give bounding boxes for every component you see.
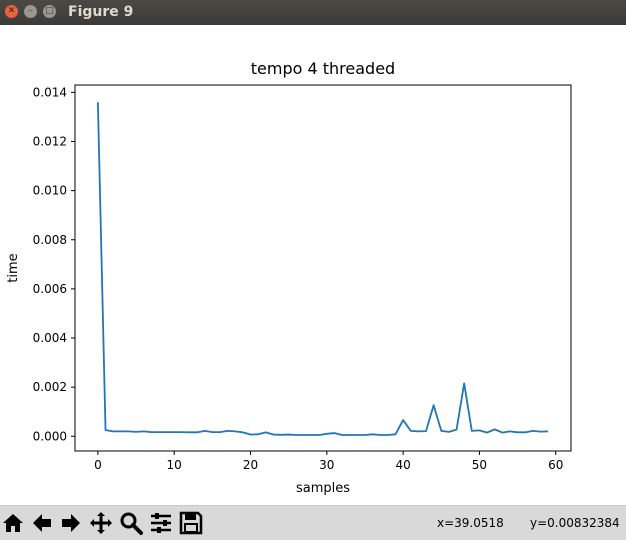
y-tick-label: 0.006 xyxy=(33,282,67,296)
back-arrow-icon xyxy=(33,514,51,532)
subplots-config-icon xyxy=(151,513,171,533)
y-tick-label: 0.008 xyxy=(33,233,67,247)
y-tick-label: 0.000 xyxy=(33,429,67,443)
y-axis-label: time xyxy=(6,253,21,282)
pan-button[interactable] xyxy=(88,510,114,536)
configure-subplots-button[interactable] xyxy=(148,510,174,536)
x-tick-label: 10 xyxy=(167,458,182,472)
y-tick-label: 0.002 xyxy=(33,380,67,394)
x-tick-label: 50 xyxy=(472,458,487,472)
window-title: Figure 9 xyxy=(68,4,134,20)
x-tick-label: 20 xyxy=(243,458,258,472)
save-button[interactable] xyxy=(178,510,204,536)
y-tick-label: 0.012 xyxy=(33,134,67,148)
y-tick-label: 0.004 xyxy=(33,331,67,345)
x-tick-label: 40 xyxy=(395,458,410,472)
figure-canvas[interactable]: tempo 4 threaded 0 10 20 30 40 50 60 0.000 0.00… xyxy=(0,25,626,505)
home-button[interactable] xyxy=(0,510,26,536)
chart-title: tempo 4 threaded xyxy=(251,59,395,78)
close-window-button[interactable]: ✕ xyxy=(5,5,18,18)
series-line xyxy=(96,102,549,436)
navigation-toolbar: x=39.0518 y=0.00832384 xyxy=(0,505,626,540)
y-axis-ticks: 0.000 0.002 0.004 0.006 0.008 0.010 0.012 0.014 xyxy=(33,85,75,443)
cursor-x-readout: x=39.0518 xyxy=(437,516,504,530)
x-axis-label: samples xyxy=(296,481,350,496)
window-titlebar: ✕ – □ Figure 9 xyxy=(0,0,626,25)
x-tick-label: 0 xyxy=(94,458,102,472)
y-tick-label: 0.010 xyxy=(33,184,67,198)
cursor-y-readout: y=0.00832384 xyxy=(530,516,620,530)
back-button[interactable] xyxy=(29,510,55,536)
save-icon xyxy=(179,511,203,535)
axes-frame xyxy=(74,84,572,452)
home-icon xyxy=(3,514,23,532)
pan-icon xyxy=(90,512,112,534)
forward-button[interactable] xyxy=(58,510,84,536)
x-axis-ticks: 0 10 20 30 40 50 60 xyxy=(94,451,563,472)
x-tick-label: 60 xyxy=(548,458,563,472)
line-chart: tempo 4 threaded 0 10 20 30 40 50 60 0.0000.00… xyxy=(6,59,572,496)
zoom-icon xyxy=(120,512,143,535)
x-tick-label: 30 xyxy=(319,458,334,472)
forward-arrow-icon xyxy=(62,514,80,532)
minimize-window-button[interactable]: – xyxy=(24,5,37,18)
zoom-button[interactable] xyxy=(118,510,144,536)
y-tick-label: 0.014 xyxy=(33,85,67,99)
maximize-window-button[interactable]: □ xyxy=(43,5,56,18)
